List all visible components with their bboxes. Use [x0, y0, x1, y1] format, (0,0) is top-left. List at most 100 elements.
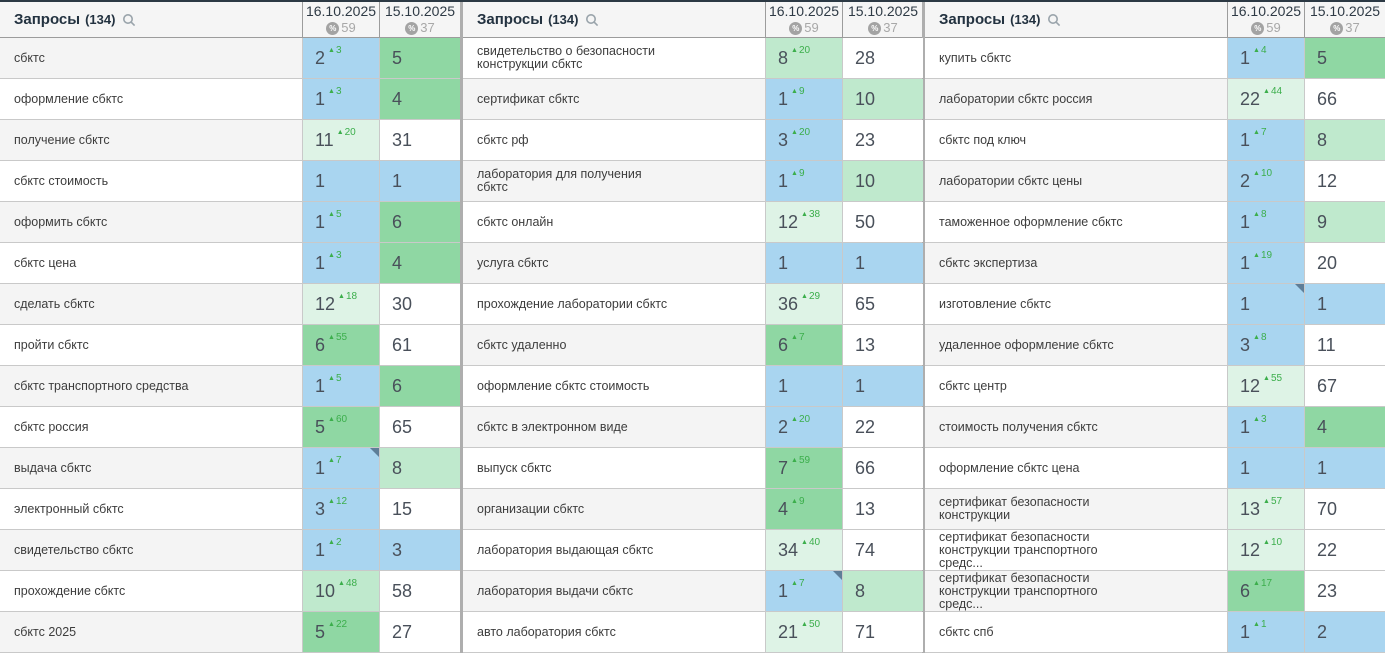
query-cell[interactable]: сбктс в электронном виде: [463, 407, 766, 447]
query-row[interactable]: сбктс 2025 5 ▲ 22 27: [0, 612, 460, 653]
query-cell[interactable]: сертификат безопасности конструкции: [925, 489, 1228, 529]
query-row[interactable]: оформление сбктс 1 ▲ 3 4: [0, 79, 460, 120]
query-row[interactable]: стоимость получения сбктс 1 ▲ 3 4: [925, 407, 1385, 448]
query-row[interactable]: лаборатория выдачи сбктс 1 ▲ 7 8: [463, 571, 923, 612]
query-cell[interactable]: сертификат безопасности конструкции тран…: [925, 530, 1228, 570]
date-column-header[interactable]: 15.10.2025 % 37: [380, 2, 460, 37]
query-row[interactable]: купить сбктс 1 ▲ 4 5: [925, 38, 1385, 79]
query-row[interactable]: сертификат безопасности конструкции тран…: [925, 530, 1385, 571]
query-cell[interactable]: получение сбктс: [0, 120, 303, 160]
query-cell[interactable]: свидетельство о безопасности конструкции…: [463, 38, 766, 78]
query-cell[interactable]: сбктс стоимость: [0, 161, 303, 201]
query-row[interactable]: сделать сбктс 12 ▲ 18 30: [0, 284, 460, 325]
query-row[interactable]: авто лаборатория сбктс 21 ▲ 50 71: [463, 612, 923, 653]
query-row[interactable]: сбктс транспортного средства 1 ▲ 5 6: [0, 366, 460, 407]
search-icon[interactable]: [585, 13, 599, 27]
query-row[interactable]: получение сбктс 11 ▲ 20 31: [0, 120, 460, 161]
query-row[interactable]: лаборатории сбктс россия 22 ▲ 44 66: [925, 79, 1385, 120]
query-row[interactable]: изготовление сбктс 1 ▲ 1: [925, 284, 1385, 325]
query-row[interactable]: сертификат безопасности конструкции 13 ▲…: [925, 489, 1385, 530]
date-column-header[interactable]: 16.10.2025 % 59: [1228, 2, 1305, 37]
query-cell[interactable]: сбктс спб: [925, 612, 1228, 652]
query-cell[interactable]: сделать сбктс: [0, 284, 303, 324]
query-row[interactable]: выдача сбктс 1 ▲ 7 8: [0, 448, 460, 489]
query-cell[interactable]: сертификат безопасности конструкции тран…: [925, 571, 1228, 611]
query-cell[interactable]: купить сбктс: [925, 38, 1228, 78]
query-cell[interactable]: оформление сбктс цена: [925, 448, 1228, 488]
query-row[interactable]: сбктс цена 1 ▲ 3 4: [0, 243, 460, 284]
query-row[interactable]: сбктс россия 5 ▲ 60 65: [0, 407, 460, 448]
query-cell[interactable]: организации сбктс: [463, 489, 766, 529]
query-row[interactable]: сбктс стоимость 1 ▲ 1: [0, 161, 460, 202]
query-row[interactable]: удаленное оформление сбктс 3 ▲ 8 11: [925, 325, 1385, 366]
query-cell[interactable]: оформить сбктс: [0, 202, 303, 242]
query-row[interactable]: сбктс центр 12 ▲ 55 67: [925, 366, 1385, 407]
query-cell[interactable]: сбктс рф: [463, 120, 766, 160]
position-cell-current: 1 ▲ 4: [1228, 38, 1305, 78]
query-row[interactable]: организации сбктс 4 ▲ 9 13: [463, 489, 923, 530]
query-cell[interactable]: сбктс удаленно: [463, 325, 766, 365]
query-row[interactable]: сбктс под ключ 1 ▲ 7 8: [925, 120, 1385, 161]
date-column-header[interactable]: 15.10.2025 % 37: [843, 2, 923, 37]
query-row[interactable]: сбктс спб 1 ▲ 1 2: [925, 612, 1385, 653]
query-cell[interactable]: пройти сбктс: [0, 325, 303, 365]
query-cell[interactable]: сбктс центр: [925, 366, 1228, 406]
query-row[interactable]: оформление сбктс стоимость 1 ▲ 1: [463, 366, 923, 407]
search-icon[interactable]: [1047, 13, 1061, 27]
query-cell[interactable]: изготовление сбктс: [925, 284, 1228, 324]
date-column-header[interactable]: 16.10.2025 % 59: [766, 2, 843, 37]
query-row[interactable]: таможенное оформление сбктс 1 ▲ 8 9: [925, 202, 1385, 243]
query-cell[interactable]: электронный сбктс: [0, 489, 303, 529]
query-cell[interactable]: прохождение лаборатории сбктс: [463, 284, 766, 324]
query-row[interactable]: сертификат безопасности конструкции тран…: [925, 571, 1385, 612]
query-cell[interactable]: оформление сбктс стоимость: [463, 366, 766, 406]
query-row[interactable]: прохождение сбктс 10 ▲ 48 58: [0, 571, 460, 612]
query-cell[interactable]: оформление сбктс: [0, 79, 303, 119]
date-column-header[interactable]: 15.10.2025 % 37: [1305, 2, 1385, 37]
query-row[interactable]: лаборатория для получения сбктс 1 ▲ 9 10: [463, 161, 923, 202]
query-row[interactable]: сертификат сбктс 1 ▲ 9 10: [463, 79, 923, 120]
query-cell[interactable]: лаборатория выдачи сбктс: [463, 571, 766, 611]
query-cell[interactable]: лаборатория для получения сбктс: [463, 161, 766, 201]
query-cell[interactable]: сбктс экспертиза: [925, 243, 1228, 283]
query-cell[interactable]: выпуск сбктс: [463, 448, 766, 488]
query-cell[interactable]: прохождение сбктс: [0, 571, 303, 611]
query-cell[interactable]: сбктс 2025: [0, 612, 303, 652]
query-cell[interactable]: таможенное оформление сбктс: [925, 202, 1228, 242]
query-cell[interactable]: лаборатории сбктс цены: [925, 161, 1228, 201]
query-cell[interactable]: выдача сбктс: [0, 448, 303, 488]
query-row[interactable]: сбктс удаленно 6 ▲ 7 13: [463, 325, 923, 366]
query-cell[interactable]: стоимость получения сбктс: [925, 407, 1228, 447]
date-column-header[interactable]: 16.10.2025 % 59: [303, 2, 380, 37]
query-row[interactable]: сбктс 2 ▲ 3 5: [0, 38, 460, 79]
query-row[interactable]: электронный сбктс 3 ▲ 12 15: [0, 489, 460, 530]
query-row[interactable]: пройти сбктс 6 ▲ 55 61: [0, 325, 460, 366]
query-cell[interactable]: удаленное оформление сбктс: [925, 325, 1228, 365]
query-cell[interactable]: авто лаборатория сбктс: [463, 612, 766, 652]
search-icon[interactable]: [122, 13, 136, 27]
query-row[interactable]: оформление сбктс цена 1 ▲ 1: [925, 448, 1385, 489]
query-row[interactable]: лаборатории сбктс цены 2 ▲ 10 12: [925, 161, 1385, 202]
query-cell[interactable]: лаборатория выдающая сбктс: [463, 530, 766, 570]
query-row[interactable]: сбктс в электронном виде 2 ▲ 20 22: [463, 407, 923, 448]
query-cell[interactable]: услуга сбктс: [463, 243, 766, 283]
query-cell[interactable]: сбктс: [0, 38, 303, 78]
query-row[interactable]: свидетельство о безопасности конструкции…: [463, 38, 923, 79]
query-row[interactable]: сбктс онлайн 12 ▲ 38 50: [463, 202, 923, 243]
query-row[interactable]: лаборатория выдающая сбктс 34 ▲ 40 74: [463, 530, 923, 571]
query-cell[interactable]: сбктс цена: [0, 243, 303, 283]
query-row[interactable]: свидетельство сбктс 1 ▲ 2 3: [0, 530, 460, 571]
query-cell[interactable]: сбктс онлайн: [463, 202, 766, 242]
query-row[interactable]: сбктс рф 3 ▲ 20 23: [463, 120, 923, 161]
query-cell[interactable]: лаборатории сбктс россия: [925, 79, 1228, 119]
query-row[interactable]: услуга сбктс 1 ▲ 1: [463, 243, 923, 284]
query-cell[interactable]: сбктс под ключ: [925, 120, 1228, 160]
query-cell[interactable]: сбктс россия: [0, 407, 303, 447]
query-cell[interactable]: свидетельство сбктс: [0, 530, 303, 570]
query-cell[interactable]: сбктс транспортного средства: [0, 366, 303, 406]
query-row[interactable]: оформить сбктс 1 ▲ 5 6: [0, 202, 460, 243]
query-row[interactable]: выпуск сбктс 7 ▲ 59 66: [463, 448, 923, 489]
query-cell[interactable]: сертификат сбктс: [463, 79, 766, 119]
query-row[interactable]: прохождение лаборатории сбктс 36 ▲ 29 65: [463, 284, 923, 325]
query-row[interactable]: сбктс экспертиза 1 ▲ 19 20: [925, 243, 1385, 284]
